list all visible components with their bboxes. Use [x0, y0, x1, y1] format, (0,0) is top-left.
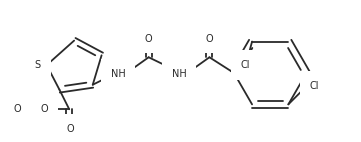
Text: O: O	[145, 34, 152, 44]
Text: Cl: Cl	[240, 60, 250, 70]
Text: O: O	[66, 124, 74, 134]
Text: NH: NH	[111, 69, 126, 79]
Text: O: O	[14, 104, 21, 114]
Text: Cl: Cl	[310, 81, 319, 91]
Text: S: S	[35, 60, 41, 70]
Text: O: O	[41, 104, 48, 114]
Text: O: O	[65, 125, 73, 135]
Text: O: O	[41, 104, 48, 114]
Text: O: O	[206, 34, 213, 44]
Text: NH: NH	[171, 69, 186, 79]
